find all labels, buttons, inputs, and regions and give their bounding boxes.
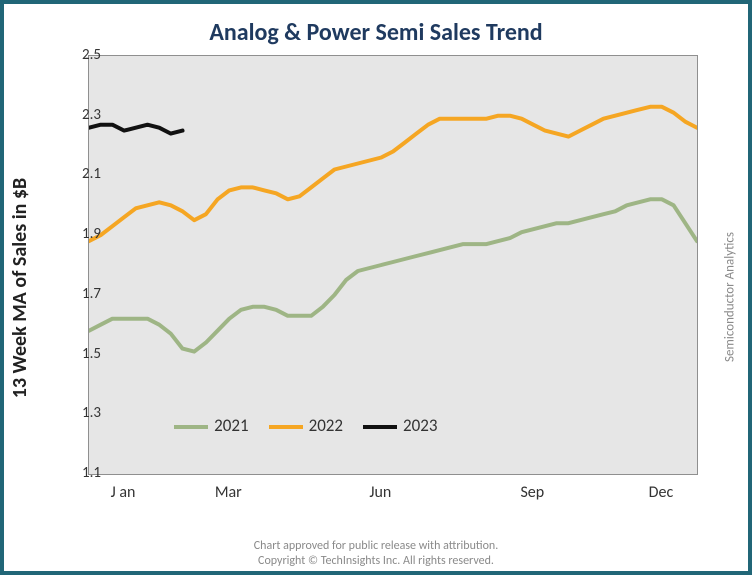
y-tick: 2.5: [82, 46, 88, 64]
legend-label: 2021: [214, 415, 248, 436]
legend-label: 2022: [309, 415, 343, 436]
legend: 2021 2022 2023: [174, 415, 437, 436]
series-2022: [89, 107, 697, 241]
plot-area: 2021 2022 2023: [88, 55, 698, 475]
x-tick: J an: [111, 483, 136, 502]
legend-item-2022: 2022: [269, 415, 343, 436]
series-2021: [89, 199, 697, 351]
x-tick: Mar: [215, 483, 242, 502]
caption-line2: Copyright © TechInsights Inc. All rights…: [258, 554, 494, 568]
chart-svg: [89, 56, 697, 474]
x-tick: Sep: [520, 483, 544, 502]
y-axis-label: 13 Week MA of Sales in $B: [8, 178, 32, 399]
y-tick: 1.9: [82, 225, 88, 243]
legend-item-2023: 2023: [363, 415, 437, 436]
y-tick: 1.1: [82, 464, 88, 482]
x-tick: Dec: [649, 483, 674, 502]
legend-swatch: [269, 425, 303, 429]
chart-title: Analog & Power Semi Sales Trend: [18, 18, 734, 47]
chart-area: 13 Week MA of Sales in $B Semiconductor …: [26, 53, 726, 523]
y-tick: 1.3: [82, 404, 88, 422]
legend-label: 2023: [403, 415, 437, 436]
y-tick: 1.5: [82, 345, 88, 363]
legend-swatch: [174, 425, 208, 429]
y-tick: 2.3: [82, 106, 88, 124]
legend-item-2021: 2021: [174, 415, 248, 436]
caption-line1: Chart approved for public release with a…: [254, 539, 498, 553]
legend-swatch: [363, 425, 397, 429]
y-tick: 1.7: [82, 285, 88, 303]
y-tick: 2.1: [82, 165, 88, 183]
x-tick: Jun: [369, 483, 391, 502]
chart-frame: Analog & Power Semi Sales Trend 13 Week …: [0, 0, 752, 575]
chart-caption: Chart approved for public release with a…: [4, 539, 748, 569]
series-2023: [89, 125, 183, 134]
right-side-label: Semiconductor Analytics: [723, 232, 738, 362]
